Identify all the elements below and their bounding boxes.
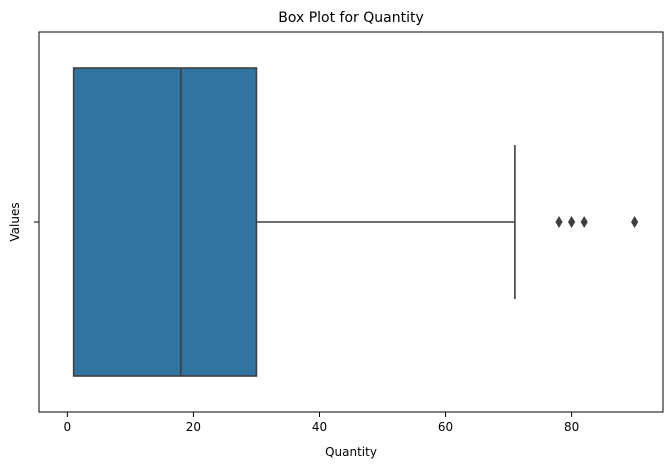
outlier-point <box>555 216 563 228</box>
chart-title: Box Plot for Quantity <box>278 10 424 26</box>
x-tick-label: 80 <box>564 420 579 434</box>
x-tick-label: 20 <box>186 420 201 434</box>
y-axis-label: Values <box>8 202 22 241</box>
x-tick-label: 0 <box>64 420 72 434</box>
outlier-point <box>568 216 576 228</box>
x-axis: 0 20 40 60 80 <box>64 412 579 434</box>
interquartile-box <box>72 67 258 377</box>
x-tick-label: 40 <box>312 420 327 434</box>
x-axis-label: Quantity <box>325 445 377 459</box>
outlier-point <box>631 216 639 228</box>
x-tick-label: 60 <box>438 420 453 434</box>
box-layer <box>72 67 639 377</box>
outlier-point <box>580 216 588 228</box>
